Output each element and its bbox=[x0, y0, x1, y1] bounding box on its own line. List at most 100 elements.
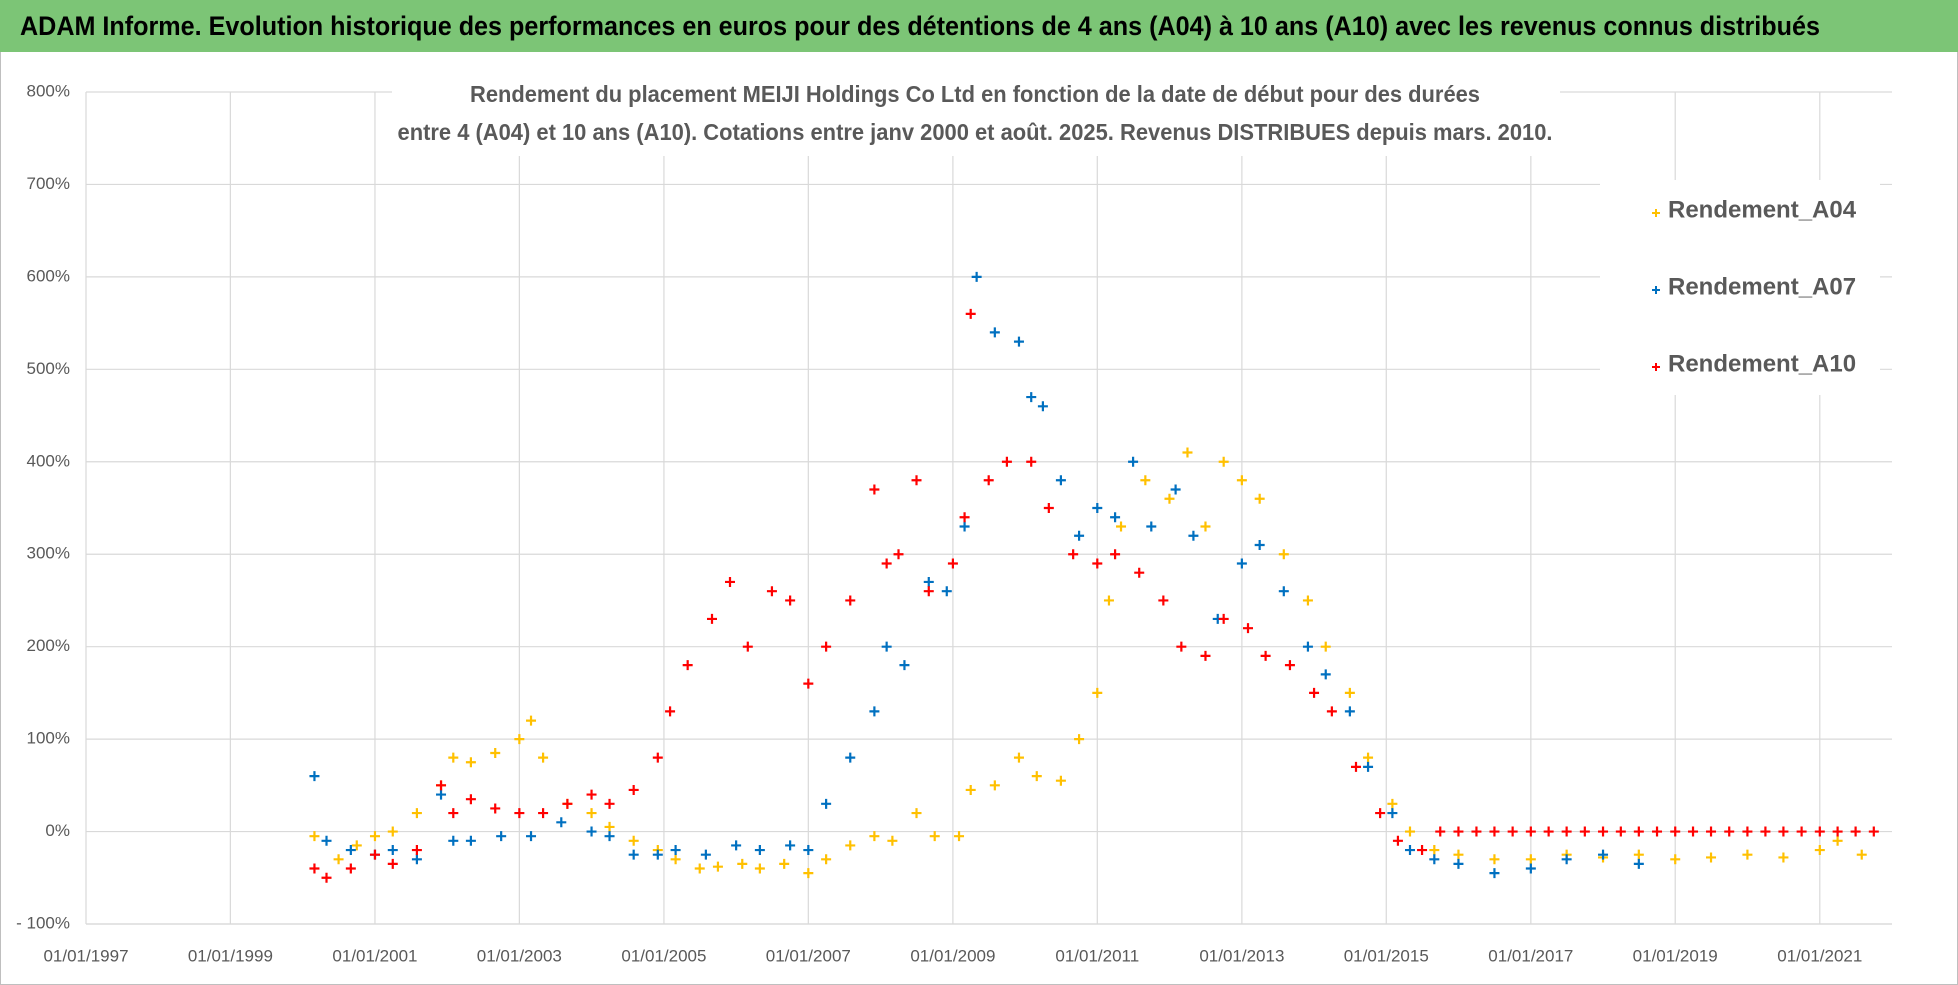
point bbox=[369, 831, 380, 842]
point bbox=[1489, 854, 1500, 865]
point bbox=[1387, 808, 1398, 819]
legend-marker bbox=[1652, 209, 1660, 217]
point bbox=[1598, 849, 1609, 860]
x-tick-label: 01/01/2005 bbox=[621, 946, 706, 965]
point bbox=[1525, 854, 1536, 865]
point bbox=[731, 840, 742, 851]
point bbox=[712, 861, 723, 872]
point bbox=[436, 780, 447, 791]
point bbox=[923, 586, 934, 597]
point bbox=[821, 641, 832, 652]
point bbox=[1146, 521, 1157, 532]
point bbox=[387, 826, 398, 837]
point bbox=[869, 831, 880, 842]
point bbox=[1856, 849, 1867, 860]
x-tick-label: 01/01/2001 bbox=[332, 946, 417, 965]
point bbox=[1417, 845, 1428, 856]
point bbox=[465, 835, 476, 846]
point bbox=[1850, 826, 1861, 837]
y-tick-label: 400% bbox=[27, 451, 70, 470]
point bbox=[1013, 752, 1024, 763]
point bbox=[1320, 641, 1331, 652]
point bbox=[1164, 493, 1175, 504]
point bbox=[947, 558, 958, 569]
x-tick-label: 01/01/2019 bbox=[1633, 946, 1718, 965]
legend-label: Rendement_A07 bbox=[1668, 273, 1856, 300]
point bbox=[1026, 456, 1037, 467]
point bbox=[1320, 669, 1331, 680]
x-tick-label: 01/01/1999 bbox=[188, 946, 273, 965]
point bbox=[1092, 687, 1103, 698]
point bbox=[803, 845, 814, 856]
point bbox=[1796, 826, 1807, 837]
point bbox=[1561, 854, 1572, 865]
legend-box bbox=[1600, 180, 1880, 395]
point bbox=[1778, 852, 1789, 863]
y-tick-label: 600% bbox=[27, 266, 70, 285]
y-tick-label: 500% bbox=[27, 359, 70, 378]
point bbox=[899, 660, 910, 671]
point bbox=[1092, 558, 1103, 569]
y-tick-label: 700% bbox=[27, 174, 70, 193]
point bbox=[1724, 826, 1735, 837]
point bbox=[1134, 567, 1145, 578]
x-tick-label: 01/01/2007 bbox=[766, 946, 851, 965]
point bbox=[682, 660, 693, 671]
point bbox=[345, 845, 356, 856]
y-tick-label: 300% bbox=[27, 544, 70, 563]
point bbox=[1326, 706, 1337, 717]
point bbox=[1392, 835, 1403, 846]
point bbox=[1453, 849, 1464, 860]
point bbox=[1832, 826, 1843, 837]
point bbox=[1471, 826, 1482, 837]
point bbox=[1387, 798, 1398, 809]
point bbox=[490, 747, 501, 758]
point bbox=[911, 475, 922, 486]
point bbox=[586, 789, 597, 800]
point bbox=[1633, 826, 1644, 837]
point bbox=[1489, 826, 1500, 837]
point bbox=[1031, 771, 1042, 782]
point bbox=[923, 576, 934, 587]
point bbox=[700, 849, 711, 860]
point bbox=[1043, 503, 1054, 513]
point bbox=[309, 831, 320, 842]
point bbox=[604, 831, 615, 842]
point bbox=[448, 752, 459, 763]
point bbox=[1633, 858, 1644, 869]
x-tick-label: 01/01/2009 bbox=[910, 946, 995, 965]
x-tick-label: 01/01/2015 bbox=[1344, 946, 1429, 965]
point bbox=[845, 595, 856, 606]
x-tick-label: 01/01/2021 bbox=[1777, 946, 1862, 965]
point bbox=[448, 835, 459, 846]
point bbox=[369, 849, 380, 860]
point bbox=[1778, 826, 1789, 837]
point bbox=[1489, 868, 1500, 879]
point bbox=[1742, 849, 1753, 860]
y-tick-label: - 100% bbox=[16, 913, 70, 932]
point bbox=[1344, 687, 1355, 698]
point bbox=[941, 586, 952, 597]
point bbox=[1110, 512, 1121, 523]
point bbox=[1218, 456, 1229, 467]
point bbox=[1278, 586, 1289, 597]
point bbox=[881, 641, 892, 652]
point bbox=[1670, 826, 1681, 837]
point bbox=[526, 715, 537, 726]
point bbox=[1363, 752, 1374, 763]
point bbox=[1814, 845, 1825, 856]
point bbox=[821, 798, 832, 809]
point bbox=[989, 780, 1000, 791]
point bbox=[1375, 808, 1386, 819]
point bbox=[333, 854, 344, 865]
point bbox=[954, 831, 965, 842]
point bbox=[1170, 484, 1181, 495]
point bbox=[1140, 475, 1151, 486]
point bbox=[1525, 863, 1536, 874]
point bbox=[706, 613, 717, 624]
chart-subtitle: entre 4 (A04) et 10 ans (A10). Cotations… bbox=[398, 119, 1553, 145]
point bbox=[1351, 761, 1361, 772]
point bbox=[586, 808, 597, 819]
point bbox=[1670, 854, 1681, 865]
point bbox=[628, 849, 639, 860]
